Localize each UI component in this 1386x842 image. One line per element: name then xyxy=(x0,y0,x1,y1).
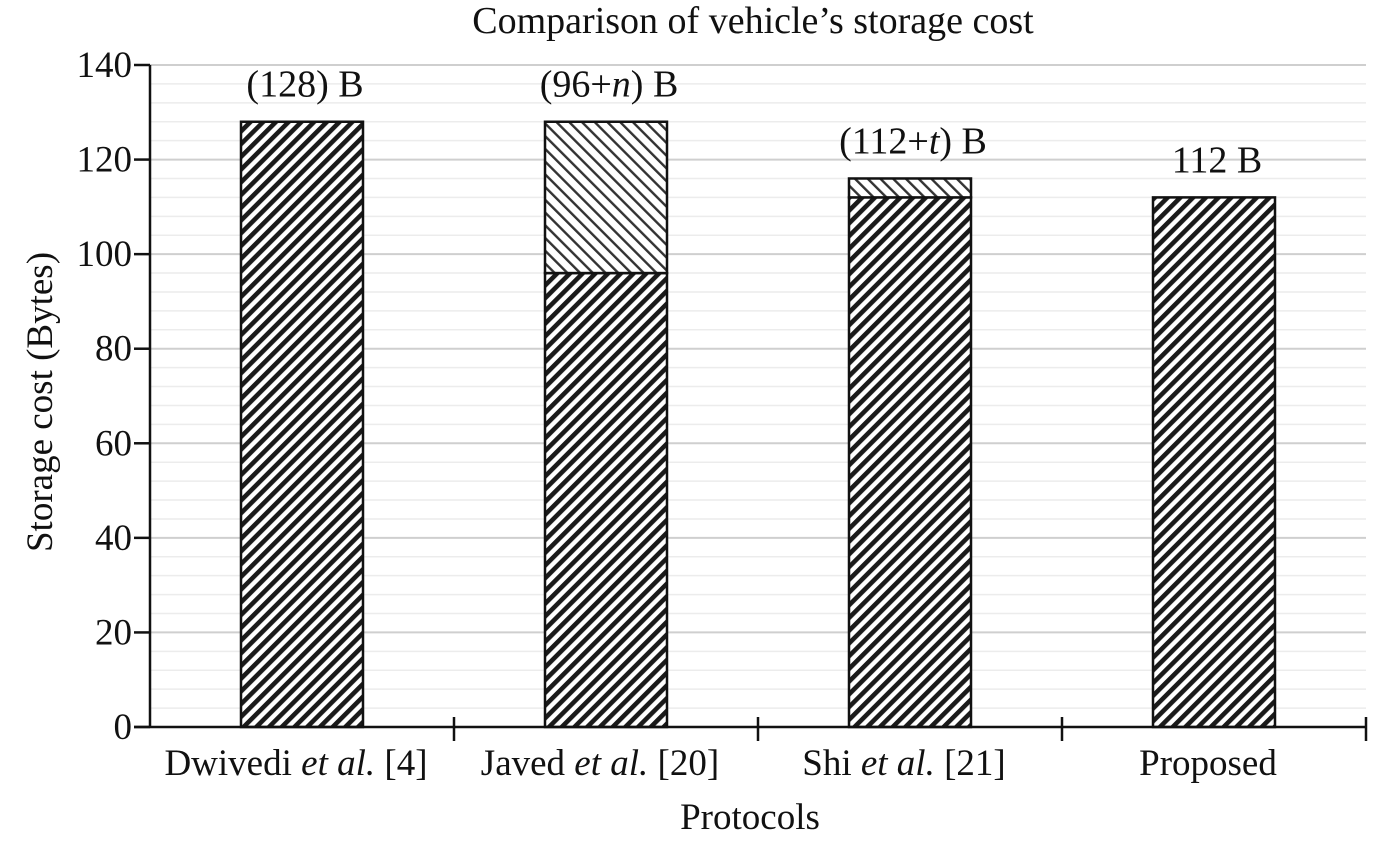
bar-value-label-part: (112+ xyxy=(839,120,929,162)
x-tick-label-part: Shi xyxy=(802,743,861,784)
bar-value-label-3: (112+t) B xyxy=(839,120,987,162)
x-tick-label-part: [20] xyxy=(648,743,719,784)
labels: Comparison of vehicle’s storage cost Pro… xyxy=(20,0,1277,838)
y-tick-label: 140 xyxy=(77,45,133,86)
bar-segment-1-1 xyxy=(239,120,365,729)
bar-value-label-part: 112 B xyxy=(1172,139,1262,181)
bar-segment-3-1 xyxy=(847,196,973,729)
x-axis-label: Protocols xyxy=(680,797,820,838)
y-tick-label: 120 xyxy=(77,140,133,181)
x-tick-label-part: Dwivedi xyxy=(164,743,301,784)
bar-segment-3-2 xyxy=(847,177,973,199)
bar-value-label-1: (128) B xyxy=(246,64,363,106)
y-tick-label: 0 xyxy=(114,707,133,748)
bar-segment-2-2 xyxy=(543,120,669,275)
bar-value-label-4: 112 B xyxy=(1172,139,1262,181)
bar-segment-2-1 xyxy=(543,271,669,729)
bar-value-label-2: (96+n) B xyxy=(540,64,679,106)
y-tick-label: 40 xyxy=(95,518,132,559)
x-tick-label-4: Proposed xyxy=(1139,743,1277,784)
x-tick-label-part: Javed xyxy=(481,743,575,784)
x-tick-label-3: Shi et al. [21] xyxy=(802,743,1006,784)
bar-segment-4-1 xyxy=(1151,196,1277,729)
x-tick-label-part: [4] xyxy=(375,743,427,784)
bar-value-label-part: ) B xyxy=(631,64,679,106)
x-tick-label-part: et al. xyxy=(301,743,375,784)
x-tick-label-part: et al. xyxy=(861,743,935,784)
bar-value-label-part: ) B xyxy=(939,120,987,162)
y-tick-label: 60 xyxy=(95,423,132,464)
bar-value-label-part: (128) B xyxy=(246,64,363,106)
x-tick-label-1: Dwivedi et al. [4] xyxy=(164,743,427,784)
x-tick-label-part: et al. xyxy=(574,743,648,784)
bar-value-label-part: n xyxy=(612,64,631,106)
y-axis-label: Storage cost (Bytes) xyxy=(20,252,61,552)
x-tick-label-part: [21] xyxy=(935,743,1006,784)
axes xyxy=(134,63,1368,741)
y-tick-label: 20 xyxy=(95,612,132,653)
x-tick-label-part: Proposed xyxy=(1139,743,1277,784)
chart-title: Comparison of vehicle’s storage cost xyxy=(472,0,1034,42)
bar-value-label-part: t xyxy=(929,120,941,162)
bars xyxy=(239,120,1277,729)
y-tick-label: 80 xyxy=(95,329,132,370)
x-tick-label-2: Javed et al. [20] xyxy=(481,743,719,784)
bar-value-label-part: (96+ xyxy=(540,64,612,106)
y-tick-label: 100 xyxy=(77,234,133,275)
